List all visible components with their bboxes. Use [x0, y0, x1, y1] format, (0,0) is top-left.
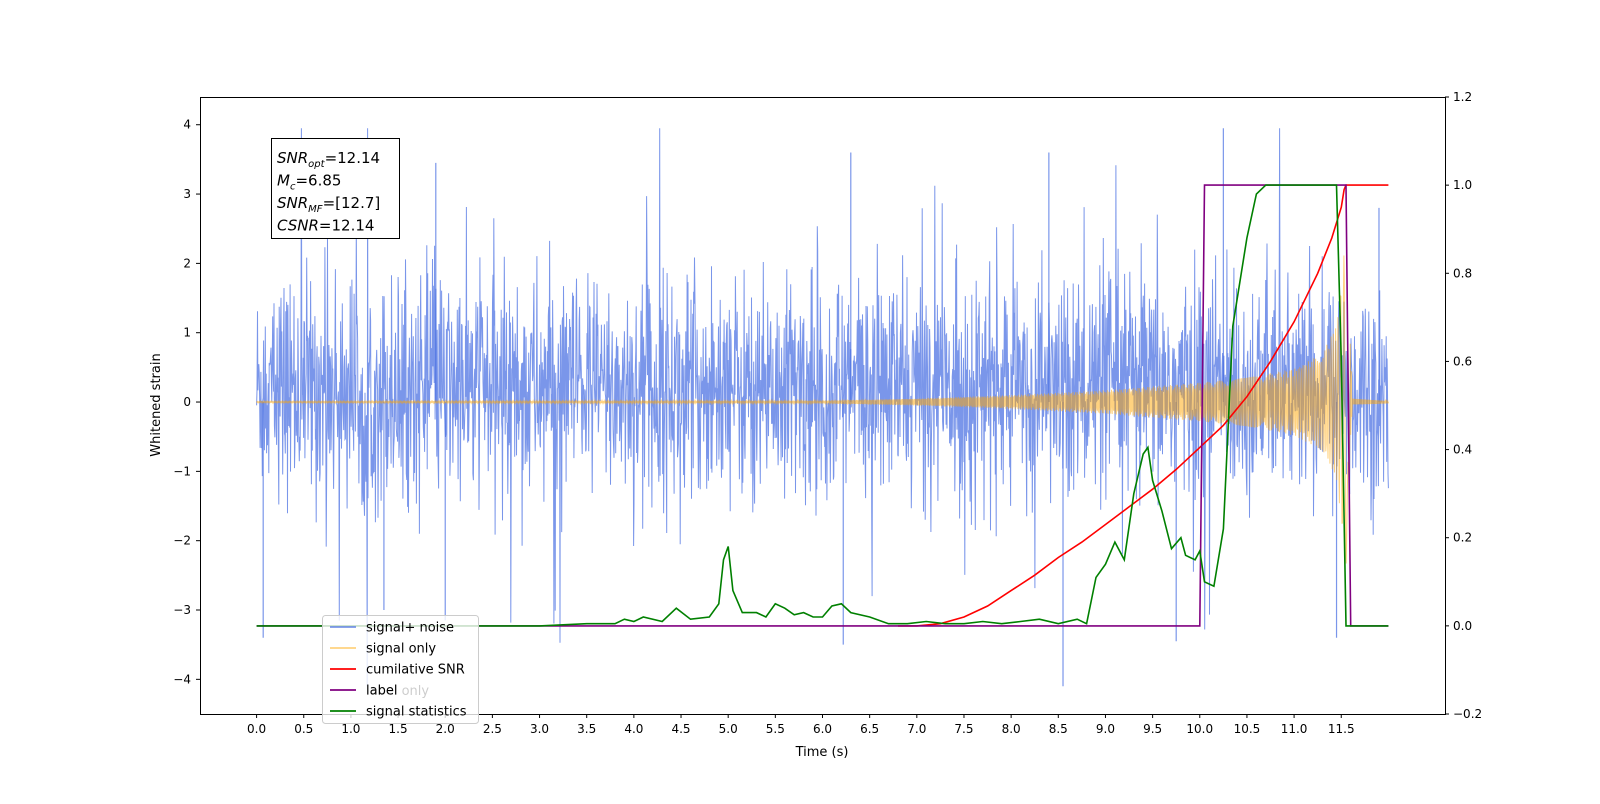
y-right-tick-label: 1.2 — [1453, 90, 1472, 104]
y-right-tick-label: 0.6 — [1453, 354, 1472, 368]
x-tick-label: 10.0 — [1186, 722, 1213, 736]
y-left-tick-label: −4 — [173, 672, 191, 686]
x-tick-label: 2.0 — [436, 722, 455, 736]
x-tick-label: 8.0 — [1002, 722, 1021, 736]
y-right-tick-label: 0.2 — [1453, 531, 1472, 545]
stats-annotation-line: CSNR=12.14 — [277, 217, 374, 235]
y-left-tick-label: −3 — [173, 603, 191, 617]
x-tick-label: 8.5 — [1049, 722, 1068, 736]
x-tick-label: 11.0 — [1281, 722, 1308, 736]
stats-annotation-line: SNRopt=12.14 — [277, 149, 380, 170]
x-tick-label: 2.5 — [483, 722, 502, 736]
legend-label: signal only — [366, 642, 436, 657]
x-tick-label: 7.5 — [954, 722, 973, 736]
x-axis: 0.0 0.5 1.0 1.5 2.0 2.5 3.0 3.5 4.0 4.5 5.0 5.5 6.0 6… — [247, 714, 1355, 736]
x-tick-label: 1.0 — [341, 722, 360, 736]
x-tick-label: 5.0 — [719, 722, 738, 736]
y-right-tick-label: 0.0 — [1453, 619, 1472, 633]
y-left-tick-label: 0 — [183, 395, 191, 409]
y-axis-label-left: Whitened strain — [149, 353, 164, 456]
x-tick-label: 3.0 — [530, 722, 549, 736]
legend-label: label — [366, 684, 397, 699]
x-tick-label: 0.0 — [247, 722, 266, 736]
y-left-tick-label: 3 — [183, 187, 191, 201]
y-left-tick-label: −2 — [173, 534, 191, 548]
y-right-tick-label: −0.2 — [1453, 707, 1482, 721]
y-left-tick-label: −1 — [173, 464, 191, 478]
x-tick-label: 9.0 — [1096, 722, 1115, 736]
x-tick-label: 3.5 — [577, 722, 596, 736]
series-layer — [256, 128, 1389, 687]
y-right-tick-label: 1.0 — [1453, 178, 1472, 192]
x-tick-label: 11.5 — [1328, 722, 1355, 736]
x-tick-label: 5.5 — [766, 722, 785, 736]
y-axis-right: −0.2 0.0 0.2 0.4 0.6 0.8 1.0 1.2 — [1445, 90, 1482, 721]
stats-annotation-line: SNRMF=[12.7] — [277, 194, 380, 215]
y-right-tick-label: 0.4 — [1453, 443, 1472, 457]
y-right-tick-label: 0.8 — [1453, 266, 1472, 280]
legend-label: signal+ noise — [366, 621, 454, 636]
y-left-tick-label: 2 — [183, 256, 191, 270]
legend-frame — [322, 615, 479, 724]
stats-annotation-line: Mc=6.85 — [277, 172, 341, 193]
x-tick-label: 7.0 — [907, 722, 926, 736]
x-tick-label: 9.5 — [1143, 722, 1162, 736]
legend-label: cumilative SNR — [366, 663, 465, 678]
series-signal-statistics — [256, 184, 1389, 627]
x-tick-label: 4.5 — [671, 722, 690, 736]
x-tick-label: 10.5 — [1234, 722, 1261, 736]
y-axis-left: −4 −3 −2 −1 0 1 2 3 4 — [173, 118, 200, 686]
series-signal-only — [256, 255, 1389, 564]
x-axis-label: Time (s) — [795, 745, 849, 760]
x-tick-label: 4.0 — [624, 722, 643, 736]
x-tick-label: 6.5 — [860, 722, 879, 736]
x-tick-label: 0.5 — [294, 722, 313, 736]
x-tick-label: 1.5 — [389, 722, 408, 736]
y-left-tick-label: 1 — [183, 326, 191, 340]
y-left-tick-label: 4 — [183, 118, 191, 132]
legend-label: signal statistics — [366, 705, 467, 720]
stats-annotation-frame — [271, 138, 400, 239]
series-cumilative-snr — [898, 184, 1389, 627]
x-tick-label: 6.0 — [813, 722, 832, 736]
